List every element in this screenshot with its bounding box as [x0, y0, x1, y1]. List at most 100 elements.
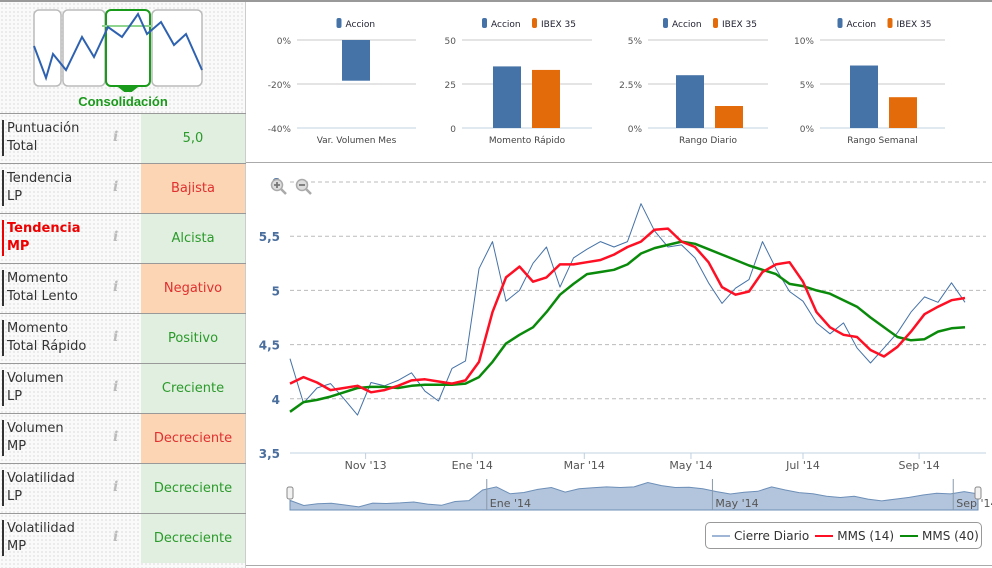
navigator-tick-label: Sep '14 [956, 497, 992, 510]
navigator-handle-right[interactable] [974, 486, 982, 500]
indicator-label-line1: Tendencia [7, 171, 73, 186]
indicator-label-line2: LP [7, 389, 23, 404]
indicator-label-line2: MP [7, 239, 30, 254]
selected-pointer [118, 87, 138, 92]
legend-label[interactable]: IBEX 35 [722, 20, 757, 30]
indicator-label-line1: Volumen [7, 421, 64, 436]
indicator-row: Momento Total Lento i Negativo [0, 263, 246, 313]
zoom-out-icon[interactable] [295, 178, 313, 196]
legend-label[interactable]: IBEX 35 [897, 20, 932, 30]
indicator-label: Puntuación Total [2, 120, 112, 156]
indicator-row: Tendencia LP i Bajista [0, 163, 246, 213]
mms40-line[interactable] [289, 240, 966, 413]
y-tick-label: 4,5 [259, 339, 280, 353]
bar-ibex-35[interactable] [889, 97, 917, 128]
y-tick-label: 4 [272, 393, 280, 407]
indicator-value: Alcista [141, 214, 245, 263]
phase-box-selected[interactable] [105, 9, 151, 87]
legend-label[interactable]: Accion [491, 20, 521, 30]
zoom-in-icon[interactable] [270, 178, 288, 196]
y-tick-label: 5 [272, 284, 280, 298]
indicator-label-line1: Momento [7, 271, 69, 286]
chart-title: Var. Volumen Mes [317, 136, 397, 146]
bar-accion[interactable] [850, 65, 878, 128]
bar-ibex-35[interactable] [715, 106, 743, 128]
chart-legend: Cierre Diario MMS (14) MMS (40) [705, 522, 982, 549]
legend-item-mms40[interactable]: MMS (40) [900, 529, 979, 543]
indicator-label-line1: Momento [7, 321, 69, 336]
phase-label: Consolidación [78, 94, 168, 109]
legend-swatch [663, 18, 668, 28]
info-icon[interactable]: i [113, 279, 119, 295]
legend-swatch [712, 534, 730, 537]
y-tick-label: 2.5% [619, 81, 642, 91]
bar-accion[interactable] [676, 75, 704, 128]
bar-accion[interactable] [493, 66, 521, 128]
bar-chart-1: 0% -20% -40% Accion Var. Volumen Mes [268, 18, 416, 146]
indicator-label: Volumen LP [2, 370, 112, 406]
close-line[interactable] [289, 203, 966, 416]
info-icon[interactable]: i [113, 229, 119, 245]
info-icon[interactable]: i [113, 529, 119, 545]
indicator-row: Momento Total Rápido i Positivo [0, 313, 246, 363]
legend-label[interactable]: Accion [847, 20, 877, 30]
indicator-label-line2: LP [7, 189, 23, 204]
x-tick-label: Mar '14 [564, 459, 605, 472]
y-tick-label: 5% [800, 81, 815, 91]
phase-box[interactable] [151, 9, 203, 87]
indicator-value: Bajista [141, 164, 245, 213]
legend-label[interactable]: IBEX 35 [541, 20, 576, 30]
indicator-row: Volatilidad LP i Decreciente [0, 463, 246, 513]
x-tick-label: Sep '14 [898, 459, 939, 472]
legend-item-close[interactable]: Cierre Diario [712, 529, 809, 543]
pictogram-price-line [33, 11, 203, 82]
bar-chart-4: 10% 5% 0% Accion IBEX 35 Rango Semanal [794, 18, 945, 146]
bar-ibex-35[interactable] [532, 69, 560, 128]
indicator-value: Decreciente [141, 414, 245, 463]
x-tick-label: Nov '13 [345, 459, 387, 472]
navigator-handle-left[interactable] [286, 486, 294, 500]
indicator-label: Momento Total Lento [2, 270, 112, 306]
indicator-label-line2: Total [7, 139, 38, 154]
y-tick-label: 5,5 [259, 230, 280, 244]
mms14-line[interactable] [289, 227, 966, 394]
legend-item-mms14[interactable]: MMS (14) [815, 529, 894, 543]
legend-label: MMS (40) [922, 528, 979, 543]
indicator-row: Volumen LP i Creciente [0, 363, 246, 413]
indicator-value: Decreciente [141, 514, 245, 563]
indicator-label: Volatilidad LP [2, 470, 112, 506]
info-icon[interactable]: i [113, 379, 119, 395]
indicator-value: Positivo [141, 314, 245, 363]
indicator-label-line1: Volatilidad [7, 521, 75, 536]
navigator-area [289, 481, 979, 511]
indicator-label-line1: Tendencia [7, 221, 81, 236]
indicator-label: Tendencia MP [2, 220, 112, 256]
phase-pictogram[interactable] [30, 7, 205, 92]
bar-chart-2: 50 25 0 Accion IBEX 35 Momento Rápido [445, 18, 592, 146]
legend-label[interactable]: Accion [346, 20, 376, 30]
indicator-label-line1: Volatilidad [7, 471, 75, 486]
y-tick-label: -40% [268, 125, 292, 135]
info-icon[interactable]: i [113, 479, 119, 495]
divider [246, 162, 992, 163]
x-tick-label: Ene '14 [452, 459, 493, 472]
info-icon[interactable]: i [113, 329, 119, 345]
info-icon[interactable]: i [113, 179, 119, 195]
info-icon[interactable]: i [113, 429, 119, 445]
legend-swatch [837, 18, 843, 28]
legend-label[interactable]: Accion [672, 20, 702, 30]
indicator-panel: Consolidación Puntuación Total i 5,0 Tende… [0, 2, 246, 568]
indicator-label: Tendencia LP [2, 170, 112, 206]
chart-title: Rango Semanal [847, 136, 918, 146]
indicator-row: Tendencia MP i Alcista [0, 213, 246, 263]
bar-accion[interactable] [342, 40, 370, 81]
info-icon[interactable]: i [113, 129, 119, 145]
y-tick-label: 10% [794, 37, 814, 47]
indicator-row: Volumen MP i Decreciente [0, 413, 246, 463]
indicator-label-line2: Total Lento [7, 289, 78, 304]
indicator-row: Puntuación Total i 5,0 [0, 113, 246, 163]
y-tick-label: -20% [268, 81, 292, 91]
y-tick-label: 0% [800, 125, 815, 135]
indicator-value: 5,0 [141, 114, 245, 163]
